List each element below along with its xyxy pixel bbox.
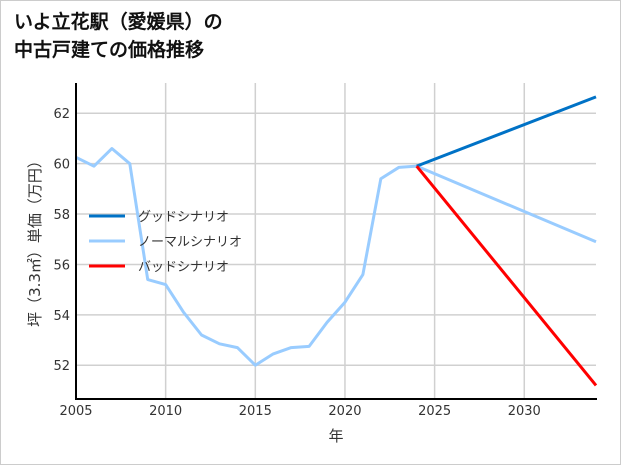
series-line-0 <box>416 95 597 168</box>
title-line-1: いよ立花駅（愛媛県）の <box>14 11 223 33</box>
title-line-2: 中古戸建ての価格推移 <box>14 39 205 61</box>
y-axis-label: 坪（3.3㎡）単価（万円） <box>26 153 44 327</box>
y-tick-label: 62 <box>53 107 70 122</box>
x-tick-label: 2005 <box>59 404 92 419</box>
x-axis-label: 年 <box>328 427 343 445</box>
x-tick-label: 2030 <box>508 404 541 419</box>
y-tick-label: 60 <box>53 158 70 173</box>
y-tick-label: 56 <box>53 258 70 273</box>
chart-title: いよ立花駅（愛媛県）の 中古戸建ての価格推移 <box>14 8 223 64</box>
x-tick-label: 2025 <box>418 404 451 419</box>
legend-label: バッドシナリオ <box>138 260 229 275</box>
series-line-1 <box>75 147 597 367</box>
y-tick-label: 54 <box>53 309 70 324</box>
x-tick-label: 2020 <box>328 404 361 419</box>
y-tick-label: 58 <box>53 208 70 223</box>
legend-label: グッドシナリオ <box>138 210 229 225</box>
legend-label: ノーマルシナリオ <box>138 235 242 250</box>
y-tick-label: 52 <box>53 359 70 374</box>
x-tick-label: 2015 <box>239 404 272 419</box>
x-tick-label: 2010 <box>149 404 182 419</box>
series-line-2 <box>415 165 598 387</box>
